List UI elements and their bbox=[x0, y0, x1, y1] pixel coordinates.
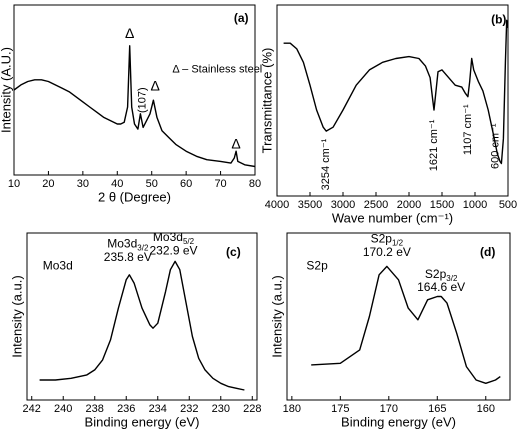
annotation-text: 3254 cm⁻¹ bbox=[320, 138, 332, 190]
annotation-text: 164.6 eV bbox=[417, 280, 465, 294]
x-tick-label: 20 bbox=[42, 178, 54, 190]
x-tick-label: 70 bbox=[214, 178, 226, 190]
annotation: S2p1/2 bbox=[371, 232, 404, 248]
annotation-text: 170.2 eV bbox=[363, 245, 411, 259]
x-tick-label: 40 bbox=[111, 178, 123, 190]
x-tick-label: 228 bbox=[243, 403, 261, 415]
x-tick-label: 3500 bbox=[298, 199, 322, 211]
y-axis-label: Intensity (a.u.) bbox=[269, 275, 284, 357]
annotation: Δ bbox=[231, 135, 240, 151]
spectrum-line bbox=[283, 19, 509, 165]
annotation-subscript: 5/2 bbox=[183, 237, 195, 246]
panel-label: (b) bbox=[491, 12, 506, 26]
annotation: (107) bbox=[136, 87, 148, 113]
spectrum-line bbox=[39, 260, 245, 391]
annotation: S2p3/2 bbox=[425, 267, 458, 283]
x-tick-label: 3000 bbox=[331, 199, 355, 211]
plot-frame bbox=[286, 232, 511, 401]
annotation: 3254 cm⁻¹ bbox=[320, 138, 332, 190]
annotation-subscript: 3/2 bbox=[446, 274, 458, 283]
x-tick-label: 160 bbox=[477, 403, 495, 415]
annotation-text: Δ bbox=[231, 135, 240, 151]
plot-frame bbox=[276, 4, 509, 197]
x-tick-label: 2000 bbox=[397, 199, 421, 211]
panel-label: (c) bbox=[226, 245, 241, 259]
panel-label: (d) bbox=[480, 245, 495, 259]
spectrum-line bbox=[13, 45, 256, 168]
spectrum-line bbox=[311, 265, 501, 384]
y-axis-label: Intensity (a.u.) bbox=[9, 275, 24, 357]
annotation: 164.6 eV bbox=[417, 280, 465, 294]
annotation-text: 600 cm⁻¹ bbox=[489, 123, 501, 169]
annotation-subscript: 3/2 bbox=[137, 244, 149, 253]
x-tick-label: 10 bbox=[8, 178, 20, 190]
annotation: Mo3d bbox=[43, 259, 73, 273]
x-tick-label: 50 bbox=[146, 178, 158, 190]
x-axis-label: Binding energy (eV) bbox=[85, 414, 200, 429]
x-tick-label: 240 bbox=[54, 403, 72, 415]
plot-frame bbox=[13, 4, 256, 176]
x-tick-label: 180 bbox=[283, 403, 301, 415]
panel-label: (a) bbox=[234, 11, 249, 25]
y-axis-label: Transmittance (%) bbox=[259, 48, 274, 154]
x-axis-label: Wave number (cm⁻¹) bbox=[332, 210, 453, 225]
x-tick-label: 60 bbox=[180, 178, 192, 190]
x-tick-label: 175 bbox=[331, 403, 349, 415]
annotation-text: 1107 cm⁻¹ bbox=[462, 104, 474, 155]
annotation-text: Mo3d bbox=[153, 230, 183, 244]
annotation: 600 cm⁻¹ bbox=[489, 123, 501, 169]
annotation: 170.2 eV bbox=[363, 245, 411, 259]
annotation-text: 1621 cm⁻¹ bbox=[428, 119, 440, 171]
annotation: Mo3d5/2 bbox=[153, 230, 195, 246]
x-tick-label: 30 bbox=[77, 178, 89, 190]
x-tick-label: 238 bbox=[86, 403, 104, 415]
y-axis-label: Intensity (A.U.) bbox=[0, 47, 13, 133]
annotation: S2p bbox=[306, 259, 328, 273]
annotation-text: S2p bbox=[425, 267, 447, 281]
annotation-text: Mo3d bbox=[107, 237, 137, 251]
annotation: Mo3d3/2 bbox=[107, 237, 149, 253]
annotation: Δ – Stainless steel bbox=[172, 64, 262, 76]
annotation: 1107 cm⁻¹ bbox=[462, 104, 474, 155]
annotation-subscript: 1/2 bbox=[392, 239, 404, 248]
annotation-text: Mo3d bbox=[43, 259, 73, 273]
annotation-text: S2p bbox=[306, 259, 328, 273]
annotation: 1621 cm⁻¹ bbox=[428, 119, 440, 171]
x-tick-label: 1000 bbox=[463, 199, 487, 211]
x-tick-label: 80 bbox=[249, 178, 261, 190]
x-axis-label: Binding energy (eV) bbox=[341, 414, 456, 429]
annotation-text: (107) bbox=[136, 87, 148, 113]
x-tick-label: 2500 bbox=[364, 199, 388, 211]
x-tick-label: 1500 bbox=[430, 199, 454, 211]
annotation-text: S2p bbox=[371, 232, 393, 246]
x-tick-label: 232 bbox=[180, 403, 198, 415]
annotation: 235.8 eV bbox=[104, 250, 152, 264]
x-tick-label: 170 bbox=[380, 403, 398, 415]
x-tick-label: 500 bbox=[499, 199, 517, 211]
plot-frame bbox=[26, 232, 258, 401]
annotation-text: Δ bbox=[125, 25, 134, 41]
x-axis-label: 2 θ (Degree) bbox=[98, 189, 171, 204]
x-tick-label: 242 bbox=[23, 403, 41, 415]
annotation-text: Δ bbox=[150, 77, 159, 93]
annotation: 232.9 eV bbox=[149, 244, 197, 258]
annotation-text: 235.8 eV bbox=[104, 250, 152, 264]
x-tick-label: 236 bbox=[117, 403, 135, 415]
x-tick-label: 230 bbox=[212, 403, 230, 415]
annotation-text: Δ – Stainless steel bbox=[172, 64, 262, 76]
annotation: Δ bbox=[125, 25, 134, 41]
x-tick-label: 165 bbox=[428, 403, 446, 415]
annotation: Δ bbox=[150, 77, 159, 93]
x-tick-label: 234 bbox=[149, 403, 167, 415]
annotation-text: 232.9 eV bbox=[149, 244, 197, 258]
x-tick-label: 4000 bbox=[265, 199, 289, 211]
